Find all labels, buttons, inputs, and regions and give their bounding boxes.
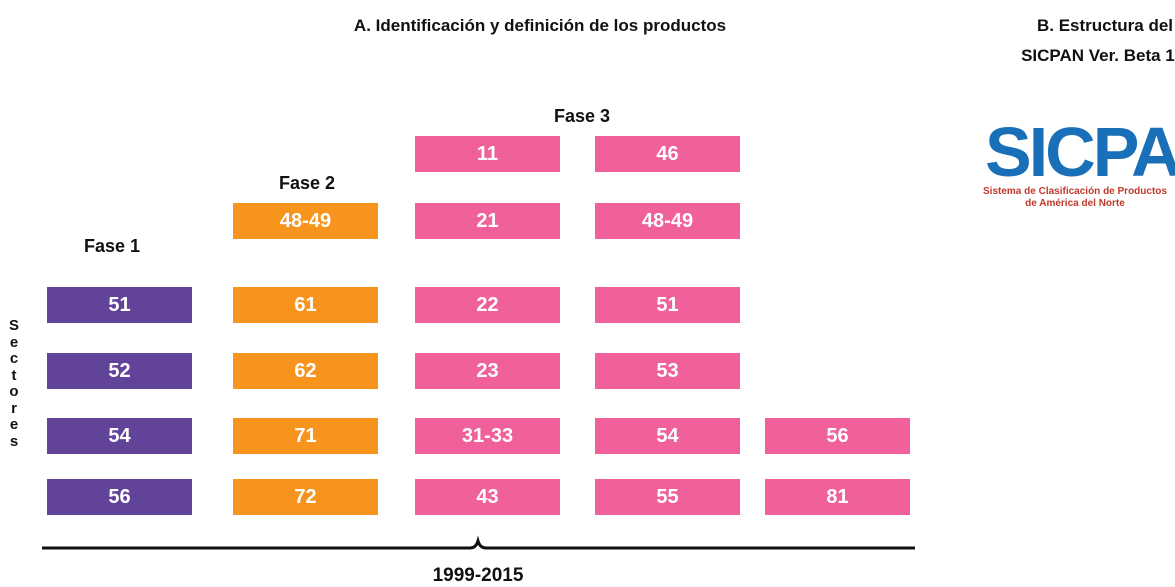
sector-box: 54 (47, 418, 192, 454)
sector-box: 71 (233, 418, 378, 454)
sector-box: 62 (233, 353, 378, 389)
phase-label: Fase 2 (278, 173, 336, 193)
period-label: 1999-2015 (432, 565, 524, 586)
logo: SICPAN (985, 113, 1175, 191)
sector-box: 81 (765, 479, 910, 515)
title-b: B. Estructura del (1036, 16, 1174, 35)
sector-box: 54 (595, 418, 740, 454)
sector-box: 51 (47, 287, 192, 323)
title-a: A. Identificación y definición de los pr… (353, 16, 727, 35)
sector-box: 23 (415, 353, 560, 389)
sector-box: 52 (47, 353, 192, 389)
sector-box: 72 (233, 479, 378, 515)
sector-box: 61 (233, 287, 378, 323)
sector-box: 22 (415, 287, 560, 323)
sector-box: 56 (765, 418, 910, 454)
phase-label: Fase 1 (83, 236, 141, 256)
side-label: Sectores (8, 317, 19, 450)
logo-caption: Sistema de Clasificación de Productos (983, 186, 1167, 197)
sector-box: 21 (415, 203, 560, 239)
logo-caption: de América del Norte (1025, 198, 1125, 209)
sector-box: 31-33 (415, 418, 560, 454)
sector-box: 55 (595, 479, 740, 515)
sector-box: 48-49 (595, 203, 740, 239)
phase-label: Fase 3 (553, 106, 611, 126)
title-b: SICPAN Ver. Beta 1.0 (1021, 46, 1175, 65)
sector-box: 53 (595, 353, 740, 389)
sector-box: 46 (595, 136, 740, 172)
sector-box: 51 (595, 287, 740, 323)
sector-box: 11 (415, 136, 560, 172)
sector-box: 56 (47, 479, 192, 515)
sector-box: 43 (415, 479, 560, 515)
sector-box: 48-49 (233, 203, 378, 239)
